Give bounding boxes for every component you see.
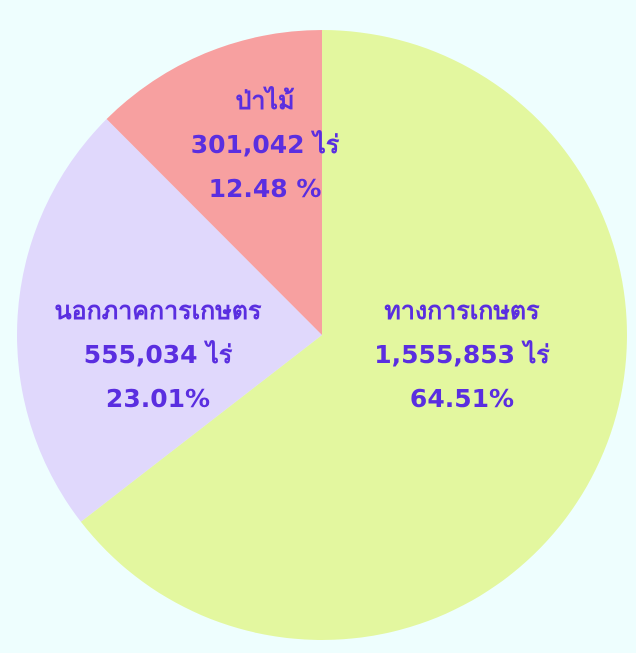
area-label: 1,555,853 ไร่: [374, 339, 550, 369]
slice-label: ป่าไม้: [236, 85, 295, 115]
slice-label: ทางการเกษตร: [384, 296, 540, 325]
value-label: 23.01%: [106, 384, 210, 413]
pie-slice: [106, 30, 323, 335]
slice-label: นอกภาคการเกษตร: [55, 296, 262, 325]
area-label: 301,042 ไร่: [191, 129, 340, 159]
value-label: 64.51%: [410, 384, 514, 413]
pie-slice: [16, 119, 322, 522]
value-label: 12.48 %: [209, 174, 322, 203]
pie-slice: [80, 30, 627, 641]
area-label: 555,034 ไร่: [84, 339, 233, 369]
